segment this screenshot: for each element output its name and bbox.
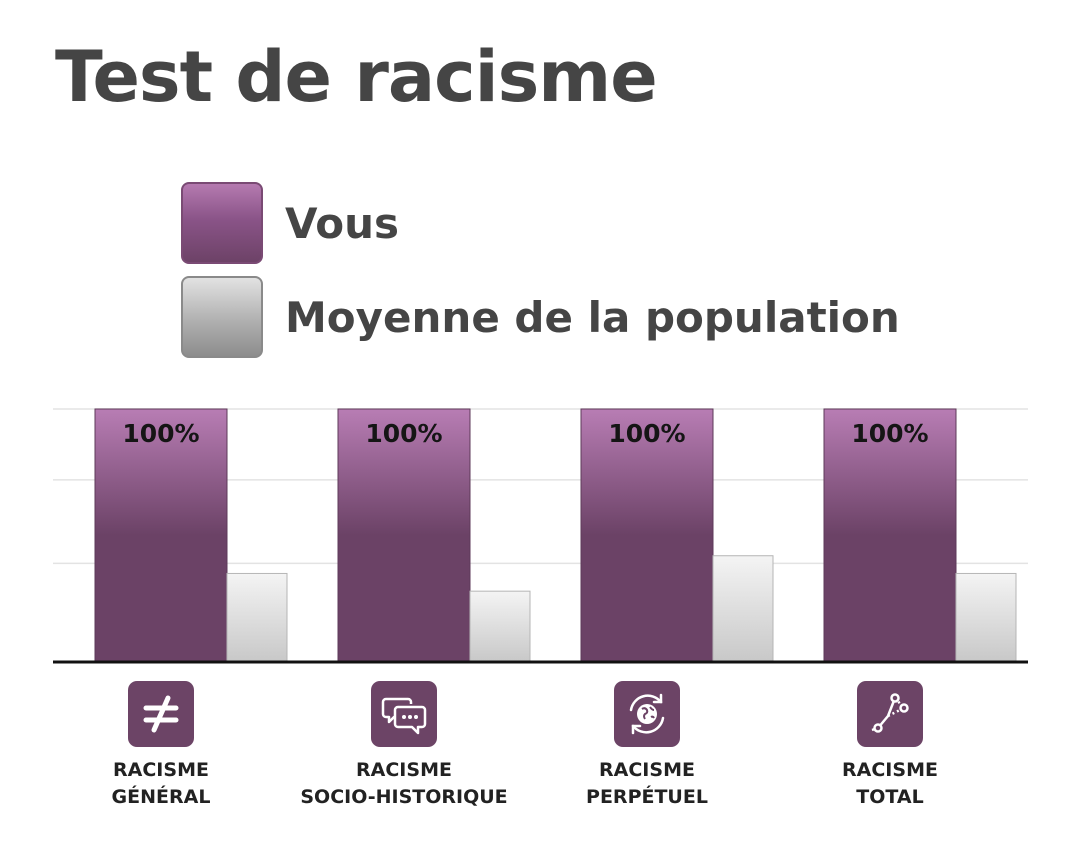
category-label-line2: GÉNÉRAL [111, 786, 211, 808]
bar-you [94, 408, 228, 663]
trend-graph-icon [857, 681, 923, 747]
bar-you [337, 408, 471, 663]
legend-swatch-population [181, 276, 263, 358]
bar-population [955, 572, 1017, 663]
legend-label-population: Moyenne de la population [285, 292, 900, 342]
bar-value-label: 100% [122, 419, 199, 448]
not-equal-icon [128, 681, 194, 747]
legend-swatch-you [181, 182, 263, 264]
category-label-line2: SOCIO-HISTORIQUE [300, 786, 508, 808]
category-label: RACISME GÉNÉRAL [31, 757, 291, 811]
globe-cycle-icon [614, 681, 680, 747]
bar-you [580, 408, 714, 663]
bar-population [469, 590, 531, 663]
bar-you [823, 408, 957, 663]
legend-item-you: Vous [181, 182, 399, 264]
bar-value-label: 100% [608, 419, 685, 448]
category-label-line2: TOTAL [856, 786, 924, 808]
category-label-line1: RACISME [356, 759, 452, 781]
category-label: RACISME SOCIO-HISTORIQUE [274, 757, 534, 811]
legend-item-population: Moyenne de la population [181, 276, 900, 358]
legend-label-you: Vous [285, 198, 399, 248]
category-label: RACISME PERPÉTUEL [517, 757, 777, 811]
category-label: RACISME TOTAL [760, 757, 1020, 811]
category-label-line1: RACISME [113, 759, 209, 781]
category-label-line1: RACISME [599, 759, 695, 781]
bar-value-label: 100% [851, 419, 928, 448]
category-label-line2: PERPÉTUEL [586, 786, 708, 808]
bar-population [712, 555, 774, 663]
page-title: Test de racisme [55, 36, 658, 118]
category-label-line1: RACISME [842, 759, 938, 781]
bar-population [226, 572, 288, 663]
bar-value-label: 100% [365, 419, 442, 448]
chat-bubbles-icon [371, 681, 437, 747]
